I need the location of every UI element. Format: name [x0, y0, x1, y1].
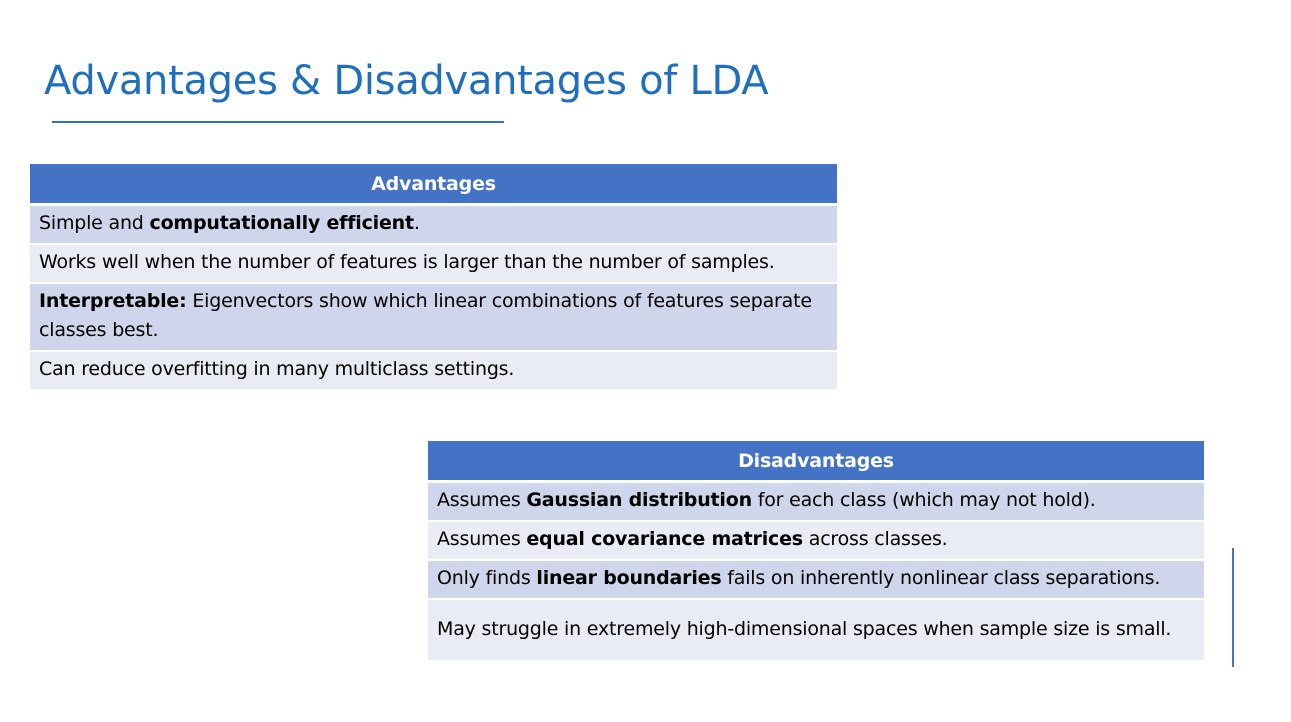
advantage-text-tail: Eigenvectors show which linear combinati…: [39, 290, 812, 341]
disadvantage-text: Only finds: [437, 567, 537, 589]
disadvantage-bold-text: equal covariance matrices: [526, 528, 803, 550]
disadvantage-row-4: May struggle in extremely high-dimension…: [428, 600, 1204, 662]
disadvantage-text-tail: across classes.: [802, 528, 948, 550]
advantage-cell: Simple and computationally efficient.: [30, 206, 837, 245]
disadvantage-row-3: Only finds linear boundaries fails on in…: [428, 561, 1204, 600]
title-underline: [52, 121, 504, 123]
advantage-row-1: Simple and computationally efficient.: [30, 206, 837, 245]
disadvantage-text: Assumes: [437, 489, 527, 511]
advantage-cell: Interpretable: Eigenvectors show which l…: [30, 284, 837, 352]
disadvantages-table: Disadvantages Assumes Gaussian distribut…: [428, 441, 1204, 662]
advantages-header: Advantages: [30, 164, 837, 206]
advantage-bold-text: Interpretable:: [39, 290, 187, 312]
disadvantages-header: Disadvantages: [428, 441, 1204, 483]
disadvantage-text-tail: for each class (which may not hold).: [751, 489, 1096, 511]
advantage-row-2: Works well when the number of features i…: [30, 245, 837, 284]
disadvantage-cell: Assumes Gaussian distribution for each c…: [428, 483, 1204, 522]
disadvantage-cell: Only finds linear boundaries fails on in…: [428, 561, 1204, 600]
disadvantage-text-tail: fails on inherently nonlinear class sepa…: [721, 567, 1161, 589]
advantages-table: Advantages Simple and computationally ef…: [30, 164, 837, 391]
disadvantage-row-1: Assumes Gaussian distribution for each c…: [428, 483, 1204, 522]
advantages-header-row: Advantages: [30, 164, 837, 206]
slide-title: Advantages & Disadvantages of LDA: [44, 58, 769, 104]
disadvantages-header-row: Disadvantages: [428, 441, 1204, 483]
disadvantage-text: May struggle in extremely high-dimension…: [437, 617, 1172, 640]
disadvantage-bold-text: linear boundaries: [536, 567, 722, 589]
disadvantage-cell: May struggle in extremely high-dimension…: [428, 600, 1204, 662]
disadvantage-cell: Assumes equal covariance matrices across…: [428, 522, 1204, 561]
advantage-bold-text: computationally efficient: [149, 212, 415, 234]
disadvantage-row-2: Assumes equal covariance matrices across…: [428, 522, 1204, 561]
advantage-text: Works well when the number of features i…: [39, 251, 775, 273]
disadvantage-bold-text: Gaussian distribution: [526, 489, 752, 511]
advantage-text: Can reduce overfitting in many multiclas…: [39, 358, 515, 380]
advantage-row-4: Can reduce overfitting in many multiclas…: [30, 352, 837, 391]
advantage-row-3: Interpretable: Eigenvectors show which l…: [30, 284, 837, 352]
disadvantage-text: Assumes: [437, 528, 527, 550]
decorative-vertical-rule: [1232, 548, 1234, 667]
advantage-text-tail: .: [413, 212, 420, 234]
advantage-cell: Works well when the number of features i…: [30, 245, 837, 284]
advantage-text: Simple and: [39, 212, 150, 234]
advantage-cell: Can reduce overfitting in many multiclas…: [30, 352, 837, 391]
